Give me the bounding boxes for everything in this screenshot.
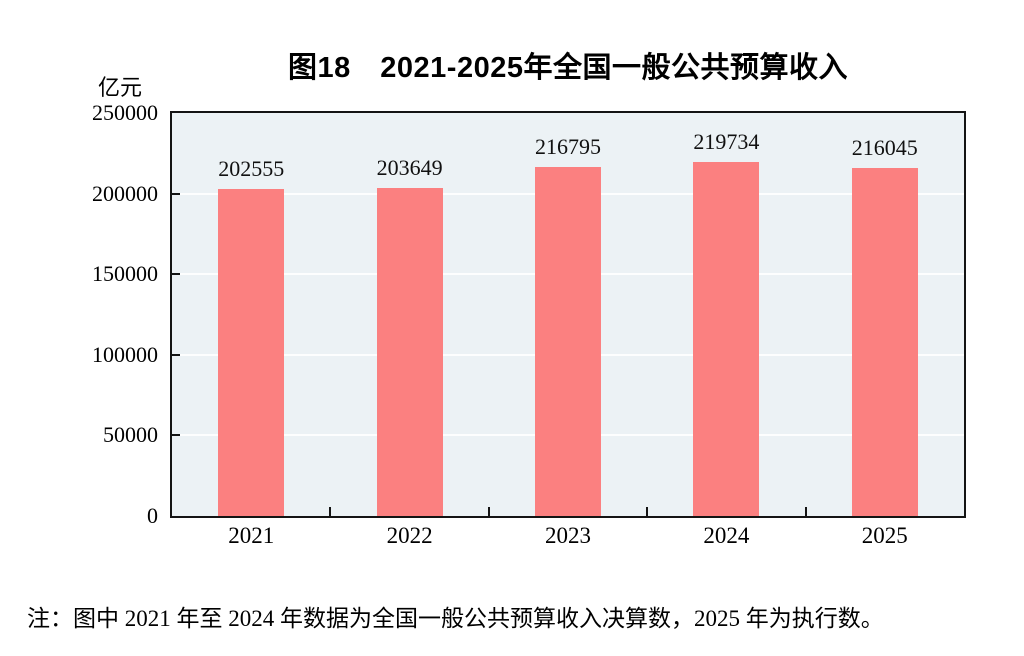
chart-title: 图18 2021-2025年全国一般公共预算收入 [288,52,848,84]
bar-value-label: 219734 [693,128,760,154]
y-axis-tick [172,273,180,276]
x-axis-tick-label: 2024 [703,523,750,548]
x-axis-tick [487,507,490,516]
bar-value-label: 216795 [535,133,601,159]
y-axis-tick [172,434,180,437]
x-axis-tick-label: 2021 [228,523,275,548]
y-axis-tick-label: 0 [147,503,158,528]
bar-value-label: 216045 [851,134,918,160]
y-axis-unit-label: 亿元 [98,75,143,100]
bar-2025 [851,167,918,516]
footnote: 注：图中 2021 年至 2024 年数据为全国一般公共预算收入决算数，2025… [27,606,884,631]
y-axis-tick-label: 250000 [92,100,158,125]
x-axis-tick [804,507,807,516]
x-axis-tick [329,507,332,516]
plot-area: 202555 203649 216795 219734 216045 [170,111,966,518]
y-axis-tick-label: 200000 [92,180,158,206]
bar-value-label: 203649 [376,154,443,180]
bar-2022 [376,187,443,516]
bar-2023 [535,166,601,516]
y-axis-tick [172,192,180,195]
y-axis-tick [172,353,180,356]
x-axis-tick-label: 2025 [861,523,908,548]
x-axis-tick-label: 2023 [545,523,591,548]
y-axis-tick-label: 100000 [92,341,158,367]
x-axis-tick-label: 2022 [386,523,433,548]
y-axis-tick-label: 50000 [103,422,158,448]
y-axis-tick-label: 150000 [92,261,158,287]
bar-2024 [693,161,760,516]
bar-2021 [218,189,285,516]
x-axis-tick [646,507,649,516]
bar-value-label: 202555 [218,156,285,182]
